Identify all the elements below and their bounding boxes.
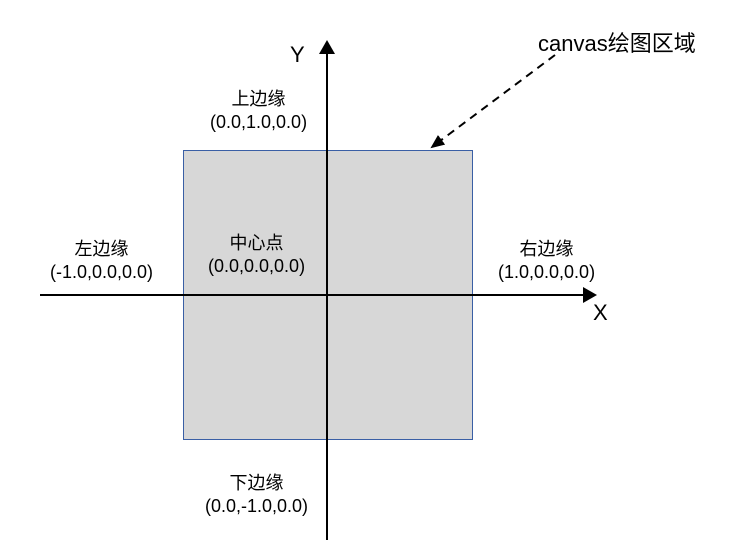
left-edge-label: 左边缘 (-1.0,0.0,0.0): [50, 238, 153, 285]
bottom-edge-label: 下边缘 (0.0,-1.0,0.0): [205, 472, 308, 519]
center-label: 中心点 (0.0,0.0,0.0): [208, 232, 305, 279]
y-axis-arrow: [319, 40, 335, 54]
x-axis-label: X: [593, 300, 608, 326]
coordinate-diagram: Y X canvas绘图区域 上边缘 (0.0,1.0,0.0) 下边缘 (0.…: [0, 0, 749, 540]
y-axis: [326, 52, 328, 540]
callout-label: canvas绘图区域: [538, 26, 696, 58]
right-edge-title: 右边缘: [498, 238, 595, 261]
center-coord: (0.0,0.0,0.0): [208, 255, 305, 278]
bottom-edge-title: 下边缘: [205, 472, 308, 495]
top-edge-coord: (0.0,1.0,0.0): [210, 111, 307, 134]
y-axis-label: Y: [290, 42, 305, 68]
x-axis: [40, 294, 585, 296]
right-edge-label: 右边缘 (1.0,0.0,0.0): [498, 238, 595, 285]
bottom-edge-coord: (0.0,-1.0,0.0): [205, 495, 308, 518]
top-edge-title: 上边缘: [210, 88, 307, 111]
left-edge-coord: (-1.0,0.0,0.0): [50, 261, 153, 284]
right-edge-coord: (1.0,0.0,0.0): [498, 261, 595, 284]
top-edge-label: 上边缘 (0.0,1.0,0.0): [210, 88, 307, 135]
center-title: 中心点: [208, 232, 305, 255]
left-edge-title: 左边缘: [50, 238, 153, 261]
